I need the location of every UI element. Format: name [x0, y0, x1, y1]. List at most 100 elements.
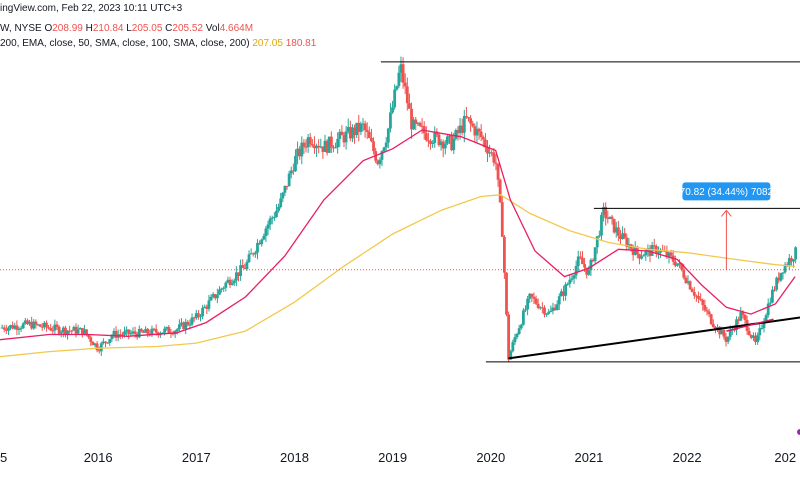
measure-arrow-head — [720, 209, 732, 217]
candle-body — [230, 283, 234, 286]
candle-body — [15, 325, 19, 330]
candle-body — [203, 306, 207, 308]
candle-body — [245, 261, 249, 269]
candle-body — [585, 267, 589, 275]
candle-body — [291, 170, 295, 172]
measure-label-text: 70.82 (34.44%) 7082 — [680, 187, 774, 198]
candle-body — [498, 179, 502, 203]
candle-body — [465, 116, 468, 118]
candle-body — [344, 131, 348, 143]
candle-body — [23, 320, 27, 324]
candle-body — [547, 311, 551, 314]
candle-body — [517, 328, 521, 335]
candle-body — [471, 123, 475, 127]
candle-body — [53, 324, 57, 331]
candle-body — [137, 328, 141, 338]
candle-body — [707, 311, 711, 315]
candle-body — [418, 122, 422, 126]
candle-body — [34, 321, 38, 325]
scroll-marker[interactable] — [797, 429, 800, 435]
candle-body — [72, 326, 76, 331]
candle-body — [310, 143, 314, 146]
candle-body — [7, 327, 10, 331]
candle-body — [258, 242, 261, 245]
chart-source-line: ingView.com, Feb 22, 2023 10:11 UTC+3 — [0, 3, 183, 14]
x-tick-label: 15 — [0, 450, 7, 465]
candle-body — [420, 125, 424, 127]
candle-body — [752, 335, 755, 338]
candle-body — [102, 341, 105, 344]
candle-body — [621, 233, 624, 240]
candle-body — [123, 331, 126, 335]
candle-body — [775, 277, 779, 290]
ma-settings-label: 200, EMA, close, 50, SMA, close, 100, SM… — [0, 38, 250, 49]
candle-body — [551, 307, 555, 311]
candle-body — [340, 131, 344, 136]
candle-body — [528, 293, 532, 299]
candle-body — [306, 137, 310, 148]
candle-body — [747, 330, 751, 336]
candle-body — [165, 327, 169, 329]
candle-body — [234, 272, 238, 281]
x-tick-label: 2016 — [84, 450, 113, 465]
candle-body — [532, 296, 536, 299]
candle-body — [163, 328, 167, 333]
candle-body — [726, 336, 730, 342]
candle-body — [777, 277, 781, 281]
candle-body — [21, 323, 25, 329]
candle-body — [188, 324, 192, 326]
measure-label-badge[interactable] — [682, 182, 771, 201]
candle-body — [657, 252, 660, 254]
candle-body — [277, 206, 280, 211]
candle-body — [711, 324, 715, 328]
candle-body — [549, 310, 553, 312]
candle-body — [429, 140, 432, 144]
candle-body — [490, 152, 494, 154]
x-tick-label: 202 — [774, 450, 796, 465]
candle-body — [97, 350, 101, 352]
candle-body — [272, 216, 276, 218]
candle-body — [481, 137, 485, 140]
candle-body — [737, 319, 741, 321]
candle-body — [439, 141, 443, 146]
candle-body — [55, 324, 59, 327]
candle-body — [264, 228, 268, 236]
candle-body — [673, 261, 677, 266]
candle-body — [431, 143, 435, 145]
candle-body — [106, 342, 110, 344]
candle-body — [207, 300, 211, 309]
candle-body — [66, 330, 69, 335]
candle-body — [405, 86, 409, 104]
candle-body — [315, 145, 318, 149]
candle-body — [237, 272, 240, 276]
candle-body — [477, 128, 481, 132]
candle-body — [298, 148, 302, 157]
candle-body — [686, 281, 690, 284]
candle-body — [152, 328, 156, 330]
support-trendline[interactable] — [726, 318, 774, 332]
candle-body — [515, 334, 519, 338]
candle-body — [2, 327, 6, 330]
candle-body — [787, 258, 791, 266]
candle-body — [104, 341, 107, 343]
candle-body — [728, 330, 732, 337]
candle-body — [287, 173, 291, 187]
candle-body — [154, 329, 158, 333]
candle-body — [526, 298, 530, 310]
candle-body — [68, 330, 72, 332]
candle-body — [631, 248, 635, 256]
candle-body — [524, 309, 527, 311]
candle-body — [283, 185, 287, 193]
candle-body — [614, 227, 618, 233]
candle-body — [458, 125, 462, 134]
candle-body — [758, 328, 762, 336]
sma-200-line — [0, 194, 796, 358]
candle-body — [180, 322, 183, 325]
candle-body — [779, 272, 783, 281]
candle-body — [566, 283, 570, 285]
candle-body — [325, 140, 329, 153]
open-label: O — [44, 23, 53, 34]
volume-value: 4.664M — [219, 23, 254, 34]
candle-body — [553, 307, 557, 311]
